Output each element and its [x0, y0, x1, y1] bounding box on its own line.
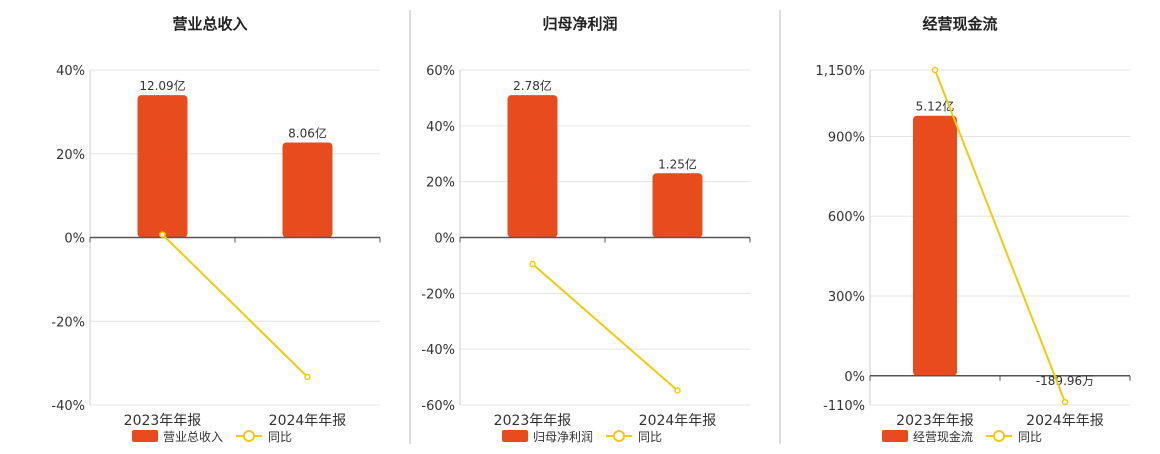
- bar-value-label: -189.96万: [1036, 374, 1094, 388]
- legend-label: 同比: [268, 430, 292, 444]
- bar-value-label: 5.12亿: [916, 99, 955, 114]
- x-tick-label: 2023年年报: [896, 413, 974, 429]
- legend-swatch-bar: [882, 430, 908, 442]
- y-tick-label: 60%: [426, 64, 455, 79]
- bar-value-label: 8.06亿: [288, 125, 327, 140]
- legend-label: 营业总收入: [163, 430, 223, 444]
- bar: [507, 95, 558, 238]
- x-tick-label: 2023年年报: [124, 413, 202, 429]
- chart-title: 营业总收入: [172, 15, 247, 33]
- legend-label: 同比: [1018, 430, 1042, 444]
- y-tick-label: 0%: [434, 232, 455, 247]
- y-tick-label: -60%: [421, 399, 455, 414]
- y-tick-label: -40%: [421, 343, 455, 358]
- yoy-point: [529, 260, 536, 268]
- bar-value-label: 12.09亿: [139, 78, 185, 93]
- legend-swatch-bar: [502, 430, 528, 442]
- x-tick-label: 2024年年报: [1026, 413, 1104, 429]
- legend-swatch-marker: [993, 430, 1005, 442]
- y-tick-label: 0%: [844, 370, 865, 385]
- y-tick-label: 300%: [828, 290, 865, 305]
- y-tick-label: 600%: [828, 210, 865, 225]
- bar: [913, 115, 957, 376]
- y-tick-label: 1,150%: [815, 64, 865, 79]
- yoy-line: [161, 233, 309, 378]
- y-tick-label: 20%: [426, 176, 455, 191]
- yoy-point: [931, 66, 939, 74]
- legend-label: 归母净利润: [533, 430, 593, 444]
- legend-swatch-bar: [132, 430, 158, 442]
- y-tick-label: 20%: [56, 148, 85, 163]
- x-tick-label: 2024年年报: [269, 413, 347, 429]
- y-tick-label: -40%: [51, 399, 85, 414]
- yoy-point: [304, 373, 311, 381]
- bar: [137, 95, 188, 238]
- x-tick-label: 2023年年报: [494, 413, 572, 429]
- legend-swatch-marker: [613, 430, 625, 442]
- yoy-point: [674, 387, 681, 394]
- chart-panel-3: 经营现金流 1,150% 900% 600% 300% 0% -110% 5.12亿 -189.…: [815, 15, 1131, 444]
- chart-panel-2: 归母净利润 60% 40% 20% 0% -20% -40% -60% 2.78亿 1.25亿 20…: [421, 15, 751, 444]
- yoy-line: [934, 69, 1066, 403]
- y-tick-label: -20%: [421, 287, 455, 302]
- bar: [282, 142, 333, 238]
- y-tick-label: 900%: [828, 130, 865, 145]
- y-tick-label: 40%: [426, 120, 455, 135]
- bar-value-label: 1.25亿: [658, 156, 697, 171]
- bar-value-label: 2.78亿: [513, 78, 552, 93]
- yoy-point: [159, 231, 166, 238]
- yoy-line: [531, 263, 679, 392]
- bar: [652, 173, 703, 238]
- legend-swatch-marker: [243, 430, 255, 442]
- y-tick-label: -110%: [823, 399, 865, 414]
- legend-label: 同比: [638, 430, 662, 444]
- chart-title: 经营现金流: [922, 15, 997, 33]
- chart-panel-1: 营业总收入 40% 20% 0% -20% -40% 12.09亿 8.06亿 2023年年报 2…: [51, 15, 381, 444]
- y-tick-label: 0%: [64, 232, 85, 247]
- y-tick-label: 40%: [56, 64, 85, 79]
- legend-label: 经营现金流: [913, 429, 973, 444]
- chart-title: 归母净利润: [542, 15, 617, 33]
- yoy-point: [1061, 398, 1069, 406]
- x-tick-label: 2024年年报: [639, 413, 717, 429]
- y-tick-label: -20%: [51, 315, 85, 330]
